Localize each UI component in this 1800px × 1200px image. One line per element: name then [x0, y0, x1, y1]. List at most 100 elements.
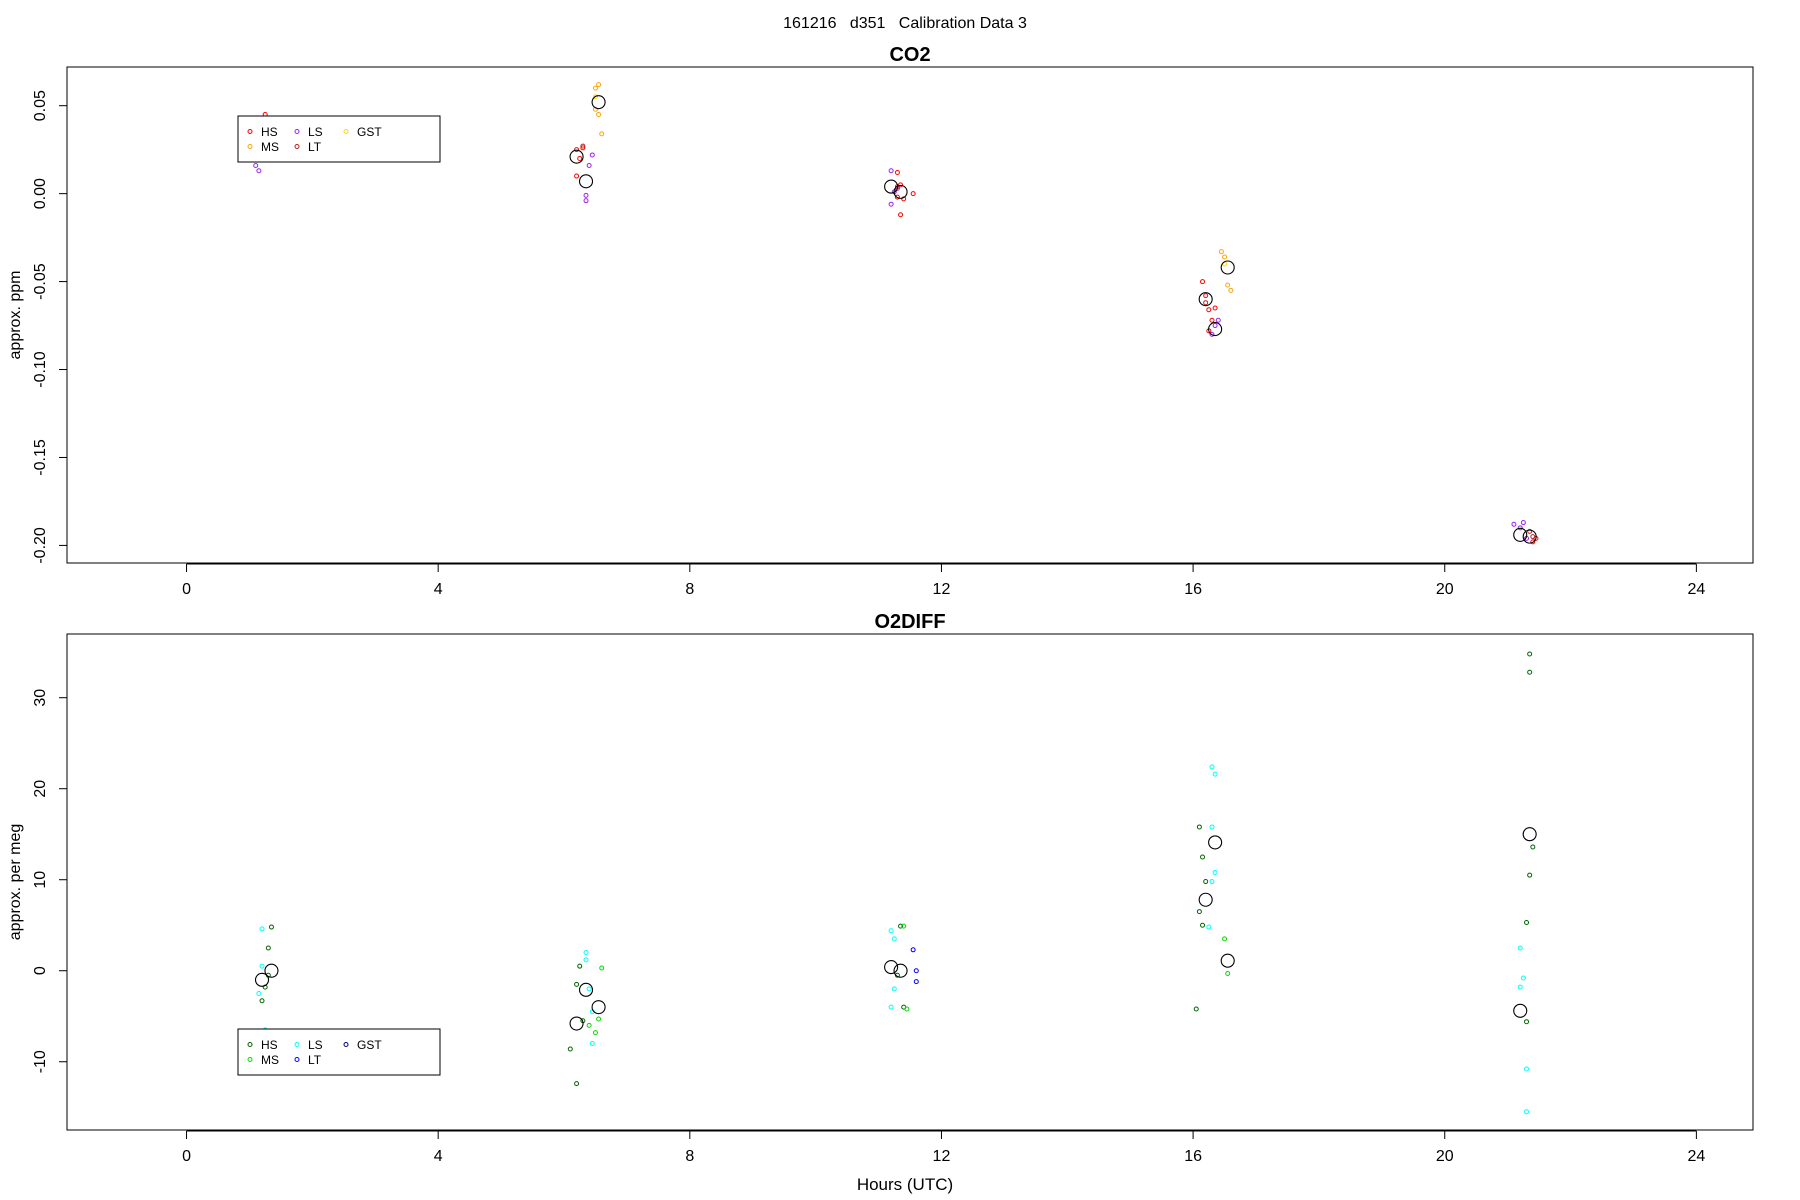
mean-point: [264, 963, 279, 978]
legend-marker: [247, 1057, 253, 1062]
y-tick-label: 30: [32, 689, 49, 707]
data-point-ms: [901, 923, 907, 929]
data-point-hs: [265, 945, 271, 951]
data-point-lt: [1530, 534, 1536, 540]
x-tick-label: 16: [1184, 581, 1202, 598]
legend-label: HS: [261, 125, 278, 139]
data-point-ls: [589, 1041, 595, 1047]
x-tick-label: 0: [182, 1148, 191, 1165]
mean-point: [893, 963, 908, 978]
chart-title: O2DIFF: [874, 611, 945, 633]
data-point-hs: [1203, 879, 1209, 885]
legend-label: LS: [308, 125, 323, 139]
data-point-lt: [910, 947, 916, 953]
mean-point: [1220, 260, 1235, 275]
data-point-ls: [888, 168, 894, 174]
x-tick-label: 12: [933, 1148, 951, 1165]
data-point-ls: [1517, 525, 1523, 531]
legend-label: LS: [308, 1038, 323, 1052]
data-point-ms: [599, 965, 605, 971]
x-tick-label: 8: [685, 581, 694, 598]
y-tick-label: -0.05: [32, 263, 49, 300]
data-point-gst: [592, 94, 598, 100]
data-point-ls: [259, 963, 265, 969]
y-tick-label: 0.00: [32, 178, 49, 209]
data-point-hs: [577, 963, 583, 969]
data-point-ls: [1524, 1109, 1530, 1115]
data-point-hs: [567, 1046, 573, 1052]
x-tick-label: 4: [434, 581, 443, 598]
legend-marker: [294, 1057, 300, 1062]
data-point-ls: [583, 192, 589, 198]
data-point-ms: [1222, 936, 1228, 942]
mean-point: [569, 1016, 584, 1031]
data-point-hs: [1203, 293, 1209, 299]
x-tick-label: 20: [1436, 1148, 1454, 1165]
mean-point: [254, 972, 270, 987]
chart-title: CO2: [889, 44, 930, 66]
mean-point: [1522, 827, 1537, 842]
data-point-ls: [589, 152, 595, 158]
mean-point: [578, 982, 594, 997]
x-tick-label: 24: [1687, 1148, 1705, 1165]
data-point-hs: [1200, 854, 1206, 860]
data-point-hs: [1209, 317, 1215, 323]
data-point-hs: [1200, 922, 1206, 928]
x-tick-label: 12: [933, 581, 951, 598]
data-point-ls: [583, 957, 589, 963]
data-point-hs: [574, 981, 580, 987]
x-tick-label: 0: [182, 581, 191, 598]
data-point-ls: [1520, 520, 1526, 526]
page-title: 161216 d351 Calibration Data 3: [783, 15, 1027, 32]
legend-label: HS: [261, 1038, 278, 1052]
mean-point: [1208, 322, 1223, 337]
data-point-ls: [1212, 323, 1218, 329]
data-point-ls: [1206, 924, 1212, 930]
y-tick-label: 0.05: [32, 90, 49, 121]
mean-point: [1208, 835, 1223, 850]
legend-label: MS: [261, 1053, 279, 1067]
data-point-ls: [259, 926, 265, 932]
mean-point: [578, 174, 594, 189]
data-point-hs: [1206, 307, 1212, 313]
data-point-ls: [1212, 771, 1218, 777]
data-point-hs: [894, 170, 900, 176]
mean-point: [1198, 292, 1213, 307]
data-point-ms: [1225, 282, 1231, 288]
data-point-ls: [1212, 869, 1218, 875]
data-point-ls: [583, 950, 589, 956]
data-point-ms: [596, 111, 602, 117]
legend-marker: [247, 129, 253, 134]
y-axis-label: approx. per meg: [7, 824, 24, 941]
data-point-ls: [1209, 331, 1215, 337]
y-tick-label: 0: [32, 966, 49, 975]
mean-point: [884, 960, 899, 975]
data-point-ls: [888, 201, 894, 207]
data-point-hs: [1196, 909, 1202, 915]
data-point-hs: [894, 194, 900, 200]
co2-panel: CO2 0 4 8 12 16 20 24 0.05 0.00 -0.05 -0.10 -0.15 -0.…: [7, 44, 1754, 598]
mean-point: [1513, 527, 1528, 542]
data-point-lt: [1203, 300, 1209, 306]
data-point-ms: [599, 131, 605, 137]
data-point-hs: [1527, 651, 1533, 657]
legend-marker: [247, 144, 253, 149]
data-point-ls: [1511, 521, 1517, 527]
legend-label: GST: [357, 125, 382, 139]
legend-label: MS: [261, 140, 279, 154]
y-tick-label: -0.15: [32, 439, 49, 476]
y-tick-label: 10: [32, 871, 49, 889]
data-point-ls: [256, 168, 262, 174]
mean-point: [591, 1000, 606, 1015]
mean-point: [591, 95, 606, 110]
mean-point: [1220, 953, 1235, 968]
data-point-ls: [1520, 975, 1526, 981]
data-point-ls: [253, 162, 259, 168]
mean-point: [893, 184, 908, 199]
legend-marker: [343, 129, 349, 134]
data-point-hs: [901, 196, 907, 202]
data-point-hs: [1193, 1006, 1199, 1012]
data-point-ms: [596, 1016, 602, 1022]
data-point-hs: [574, 173, 580, 179]
o2diff-panel: O2DIFF 0 4 8 12 16 20 24 30 20 10 0 -10 approx. per m…: [7, 611, 1754, 1165]
